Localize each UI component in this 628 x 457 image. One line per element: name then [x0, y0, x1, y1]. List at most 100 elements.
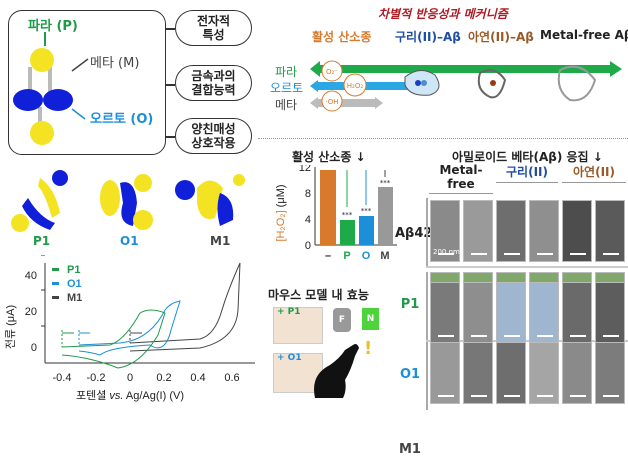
- property-amphiphilic: 양친매성 상호작용: [175, 118, 252, 154]
- tem-image: [463, 342, 493, 404]
- tem-image: [430, 200, 460, 262]
- brain-label-p1: + P1: [277, 307, 301, 317]
- tem-image: [463, 200, 493, 262]
- tem-col-zn: 아연(II): [562, 163, 626, 183]
- ortho-label: 오르토 (O): [90, 112, 154, 127]
- svg-text:***: ***: [361, 207, 372, 215]
- ros-bar-chart: 0 4 8 12 [H₂O₂] (μM) *** *** *** – P O M: [275, 165, 397, 260]
- scale-bar: [603, 253, 619, 255]
- scale-bar: [438, 335, 454, 337]
- svg-text:40: 40: [25, 270, 37, 282]
- row-ortho: 오르토: [270, 81, 304, 95]
- scale-bar: [537, 395, 553, 397]
- orbital-p1-image: [11, 170, 68, 232]
- svg-text:전류 (μA): 전류 (μA): [4, 305, 17, 349]
- svg-text:H₂O₂: H₂O₂: [347, 82, 364, 90]
- ros-chart-title: 활성 산소종 ↓: [292, 150, 366, 164]
- row-para: 파라: [275, 65, 298, 79]
- tem-row-o1-images: [430, 282, 628, 348]
- mechanism-title: 차별적 반응성과 메커니즘: [378, 7, 508, 21]
- header-cu-abeta: 구리(II)–Aβ: [395, 30, 461, 44]
- svg-text:***: ***: [342, 211, 353, 219]
- scale-bar: [537, 253, 553, 255]
- row-bracket: [426, 272, 428, 340]
- orbital-o1-label: O1: [120, 234, 139, 248]
- row-meta: 메타: [275, 98, 298, 112]
- orbital-m1-image: [175, 174, 245, 226]
- svg-text:0.4: 0.4: [190, 372, 205, 384]
- n-cube-icon: N: [362, 308, 379, 330]
- svg-text:포텐셜 vs. Ag/Ag(I) (V): 포텐셜 vs. Ag/Ag(I) (V): [76, 389, 184, 402]
- cv-chart: 40 20 0 -0.4 -0.2 0 0.2 0.4 0.6 포텐셜 vs. Ag/A…: [4, 255, 255, 402]
- property-electronic: 전자적 특성: [175, 10, 252, 46]
- svg-text:M: M: [380, 250, 389, 260]
- connector: [166, 84, 175, 86]
- brain-label-o1: + O1: [277, 353, 302, 363]
- row-separator: [426, 340, 628, 342]
- scale-bar: [504, 335, 520, 337]
- svg-text:[H₂O₂] (μM): [H₂O₂] (μM): [275, 184, 287, 241]
- orbital-o1-image: [100, 174, 153, 230]
- property-metal-binding: 금속과의 결합능력: [175, 65, 252, 101]
- header-metal-free: Metal-free Aβ: [540, 28, 628, 42]
- svg-text:-0.2: -0.2: [87, 372, 106, 384]
- scale-bar: [438, 253, 454, 255]
- svg-text:0: 0: [31, 342, 37, 354]
- tem-row-m1: M1: [399, 442, 421, 457]
- scale-bar: [471, 253, 487, 255]
- tem-row-o1: O1: [399, 367, 421, 382]
- tem-row-abeta42: Aβ42: [395, 226, 433, 241]
- scale-bar: [570, 335, 586, 337]
- tem-image: [595, 282, 625, 344]
- scale-bar: [438, 395, 454, 397]
- row-separator: [426, 266, 628, 268]
- connector: [166, 28, 175, 30]
- tem-image: [562, 200, 592, 262]
- svg-text:–: –: [325, 250, 331, 260]
- tem-row-abeta42-images: 200 nm: [430, 198, 628, 264]
- tem-image: [496, 200, 526, 262]
- scale-bar: [504, 395, 520, 397]
- scale-bar: [570, 395, 586, 397]
- tem-image: [529, 200, 559, 262]
- svg-text:0.2: 0.2: [156, 372, 171, 384]
- svg-text:O1: O1: [67, 278, 82, 290]
- orbital-m1-label: M1: [210, 234, 231, 248]
- scale-bar: [537, 335, 553, 337]
- svg-text:8: 8: [305, 188, 311, 200]
- tem-title: 아밀로이드 베타(Aβ) 응집 ↓: [452, 150, 603, 164]
- svg-text:***: ***: [380, 179, 391, 187]
- reactivity-arrows: O₂⁻ H₂O₂ ·OH: [310, 60, 622, 112]
- header-ros: 활성 산소종: [312, 30, 372, 44]
- svg-text:·OH: ·OH: [326, 98, 339, 106]
- f-cylinder-icon: F: [333, 308, 351, 332]
- tem-image: [529, 342, 559, 404]
- header-zn-abeta: 아연(II)–Aβ: [468, 30, 534, 44]
- scale-bar: [603, 335, 619, 337]
- svg-text:12: 12: [299, 165, 311, 174]
- scale-bar: [570, 253, 586, 255]
- orbital-p1-label: P1: [33, 234, 51, 248]
- row-bracket: [426, 198, 428, 266]
- brain-section-p1: [273, 307, 323, 344]
- mouse-title: 마우스 모델 내 효능: [268, 288, 369, 302]
- scale-bar-label: 200 nm: [433, 248, 460, 256]
- svg-text:0: 0: [127, 372, 133, 384]
- tem-image: [562, 282, 592, 344]
- svg-text:0: 0: [305, 240, 311, 252]
- tem-image: [463, 282, 493, 344]
- tem-col-cu: 구리(II): [496, 163, 558, 183]
- tem-image: [430, 342, 460, 404]
- svg-text:0.6: 0.6: [224, 372, 239, 384]
- scale-bar: [603, 395, 619, 397]
- tem-image: [496, 342, 526, 404]
- tem-image: [595, 342, 625, 404]
- svg-text:P: P: [343, 250, 350, 260]
- tem-col-metal-free: Metal-free: [429, 163, 493, 194]
- svg-text:20: 20: [25, 306, 37, 318]
- tem-image: [562, 342, 592, 404]
- tem-row-p1: P1: [400, 297, 420, 312]
- connector: [166, 136, 175, 138]
- svg-text:-0.4: -0.4: [53, 372, 72, 384]
- scale-bar: [504, 253, 520, 255]
